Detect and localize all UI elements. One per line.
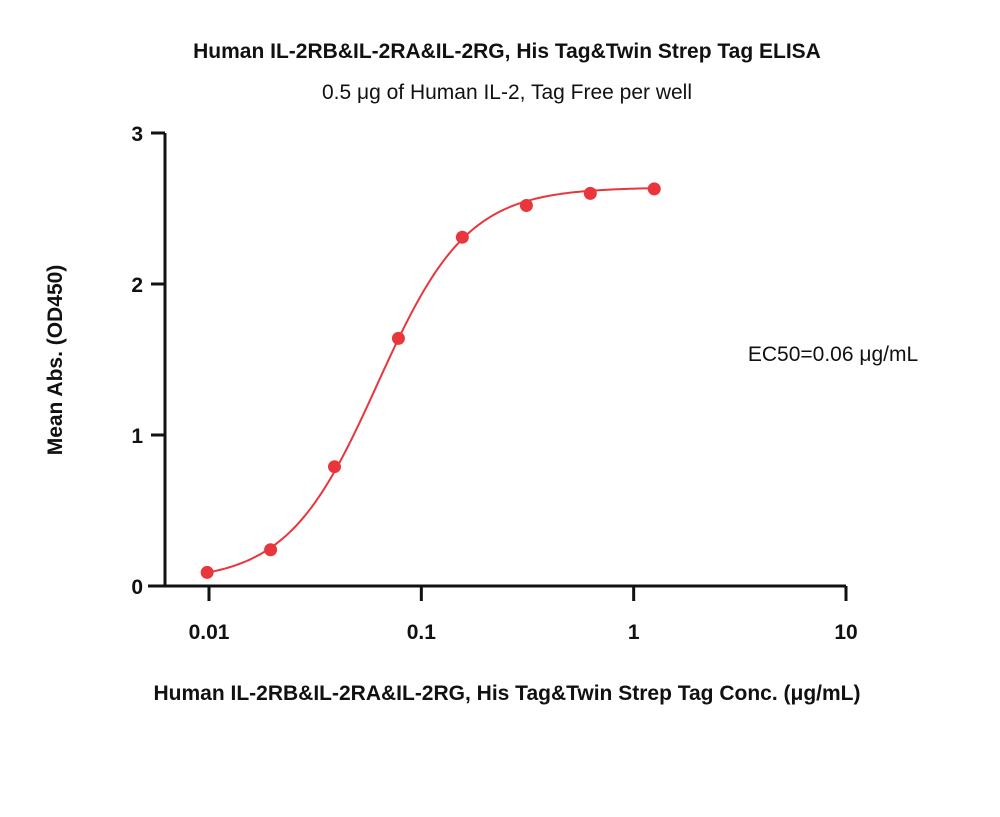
x-axis-title: Human IL-2RB&IL-2RA&IL-2RG, His Tag&Twin…	[153, 682, 860, 705]
y-axis-title: Mean Abs. (OD450)	[44, 265, 67, 456]
fit-curve-layer	[206, 187, 655, 574]
data-point	[647, 182, 661, 196]
y-tick-label: 2	[131, 274, 143, 297]
data-point	[519, 198, 533, 212]
chart-title: Human IL-2RB&IL-2RA&IL-2RG, His Tag&Twin…	[193, 40, 821, 63]
x-tick-label: 0.01	[189, 621, 230, 644]
ec50-annotation: EC50=0.06 μg/mL	[748, 343, 918, 366]
y-tick-label: 0	[131, 576, 143, 599]
data-point	[455, 230, 469, 244]
chart-subtitle: 0.5 μg of Human IL-2, Tag Free per well	[322, 81, 692, 104]
fit-curve	[206, 187, 655, 574]
data-point	[583, 186, 597, 200]
y-tick-label: 1	[131, 425, 143, 448]
data-point	[264, 543, 278, 557]
axes: 0 1 2 3 0.01 0.1 1 10	[131, 123, 857, 644]
data-point	[391, 331, 405, 345]
x-tick-label: 1	[628, 621, 640, 644]
data-point	[328, 460, 342, 474]
x-tick-label: 10	[834, 621, 857, 644]
data-points-layer	[200, 182, 661, 579]
data-point	[200, 565, 214, 579]
y-tick-label: 3	[131, 123, 143, 146]
x-tick-label: 0.1	[407, 621, 437, 644]
